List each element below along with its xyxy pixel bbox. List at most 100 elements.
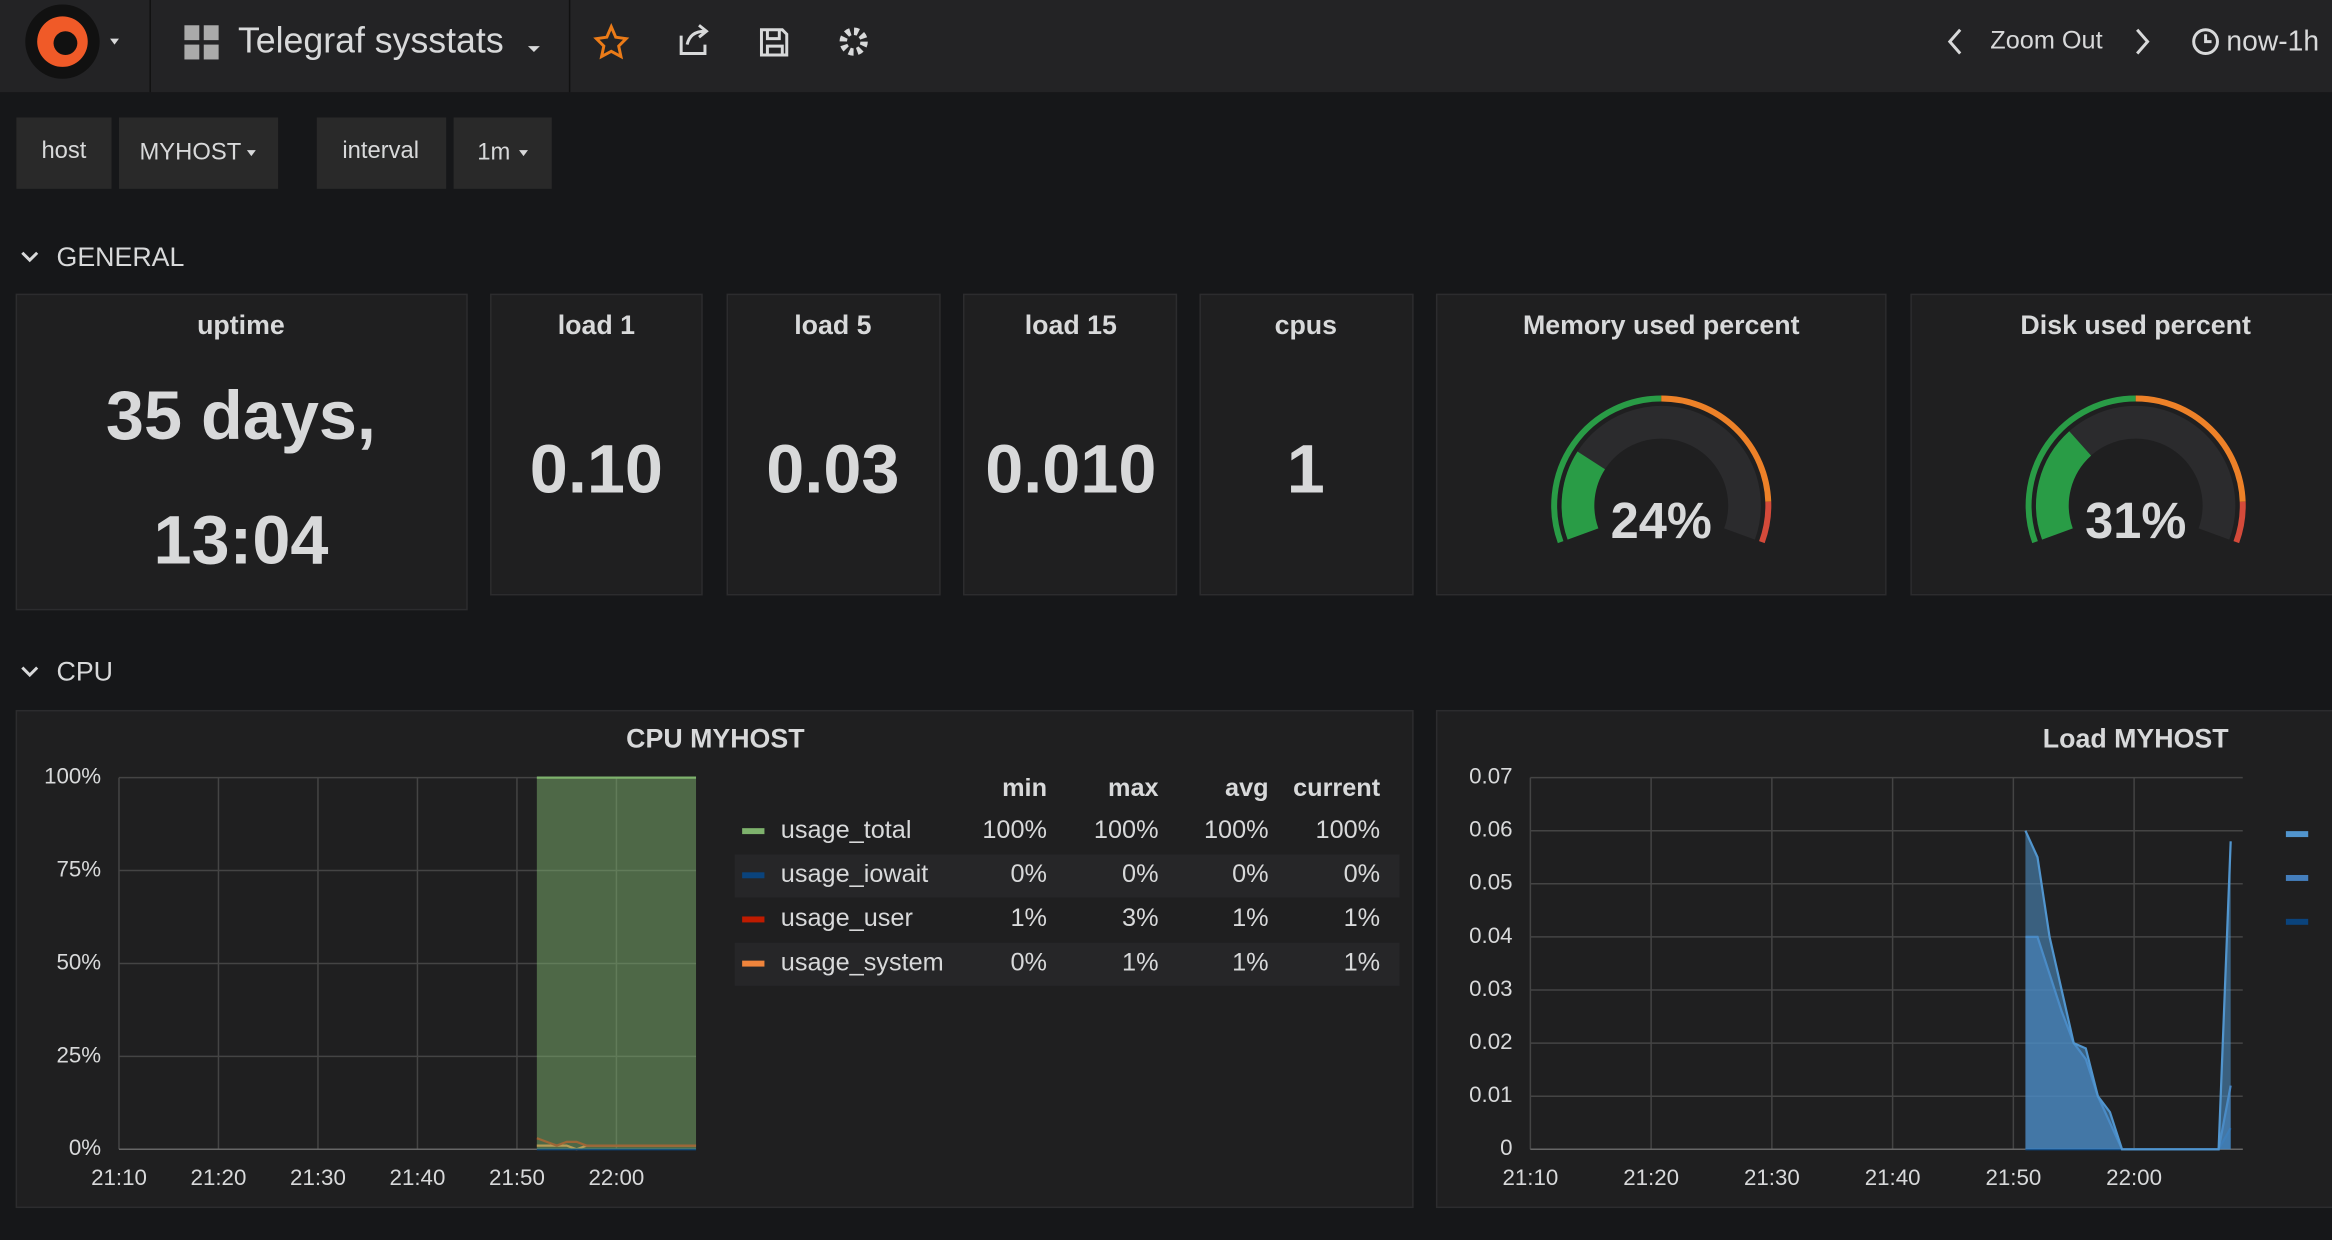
- dashboard-title[interactable]: Telegraf sysstats: [238, 21, 504, 61]
- x-tick-label: 21:30: [1744, 1165, 1800, 1190]
- legend-value: 0%: [1344, 860, 1381, 888]
- variable-dropdown[interactable]: [453, 117, 552, 189]
- graph-panel: [1435, 709, 2332, 1209]
- legend-value: 100%: [1316, 816, 1381, 844]
- caret[interactable]: [246, 150, 256, 157]
- settings-button[interactable]: [839, 27, 868, 56]
- y-tick-label: 0%: [69, 1135, 101, 1160]
- x-tick-label: 21:40: [390, 1165, 446, 1190]
- clock-hands[interactable]: [2204, 34, 2212, 44]
- stat-title: cpus: [1275, 310, 1337, 340]
- series-line: [2024, 830, 2232, 1151]
- y-tick-label: 100%: [44, 763, 101, 788]
- legend-swatch[interactable]: [2285, 874, 2309, 881]
- gauge-label: 24%: [1611, 492, 1712, 549]
- legend-name[interactable]: usage_iowait: [781, 860, 929, 888]
- stat-title: load 15: [1025, 310, 1117, 340]
- logo-eye[interactable]: [53, 31, 78, 56]
- variable-label: host: [41, 137, 86, 164]
- gauge-threshold: [1661, 395, 1772, 502]
- x-tick-label: 21:50: [489, 1165, 545, 1190]
- gauge-value: [1561, 451, 1606, 540]
- row-chevron[interactable]: [21, 666, 39, 678]
- grid-icon[interactable]: [184, 44, 200, 60]
- legend-header: max: [1108, 774, 1159, 802]
- caret[interactable]: [110, 38, 119, 45]
- y-tick-label: 0.02: [1469, 1029, 1512, 1054]
- legend-swatch[interactable]: [2285, 918, 2309, 925]
- stat-value: 1: [1287, 431, 1325, 507]
- legend-value: 100%: [1204, 816, 1269, 844]
- legend-row-bg: [734, 942, 1400, 986]
- stat-panel: [1199, 293, 1414, 596]
- y-tick-label: 0.04: [1469, 923, 1512, 948]
- gauge-threshold: [2135, 395, 2246, 502]
- grid-icon[interactable]: [203, 44, 219, 60]
- legend-swatch[interactable]: [742, 872, 765, 879]
- x-tick-label: 21:30: [290, 1165, 346, 1190]
- zoom-out[interactable]: Zoom Out: [1990, 26, 2102, 54]
- y-tick-label: 25%: [56, 1042, 101, 1067]
- legend-value: 1%: [1122, 948, 1159, 976]
- gauge-threshold: [1759, 501, 1772, 544]
- grid-icon[interactable]: [184, 25, 200, 41]
- y-tick-label: 0.01: [1469, 1082, 1512, 1107]
- stat-value: 0.10: [530, 431, 663, 507]
- legend-header: current: [1293, 774, 1381, 802]
- legend-value: 0%: [1232, 860, 1269, 888]
- grid-icon[interactable]: [203, 25, 219, 41]
- variable-value[interactable]: 1m: [477, 138, 510, 165]
- stat-value: 0.010: [985, 431, 1156, 507]
- time-range[interactable]: now-1h: [2226, 25, 2319, 57]
- stat-value: 35 days,: [106, 378, 376, 454]
- legend-value: 0%: [1010, 860, 1047, 888]
- legend-value: 0%: [1122, 860, 1159, 888]
- save-button[interactable]: [759, 28, 789, 57]
- variable-label: interval: [342, 137, 419, 164]
- dashboard-picker[interactable]: Telegraf sysstats: [184, 21, 540, 61]
- x-tick-label: 22:00: [589, 1165, 645, 1190]
- legend-swatch[interactable]: [2285, 831, 2309, 838]
- variable-value[interactable]: MYHOST: [139, 138, 241, 165]
- clock-icon[interactable]: [2192, 28, 2219, 56]
- caret[interactable]: [519, 150, 528, 157]
- gauge-threshold: [1551, 395, 1662, 544]
- x-tick-label: 21:10: [91, 1165, 147, 1190]
- series-area: [536, 777, 697, 1150]
- caret[interactable]: [527, 46, 540, 53]
- y-tick-label: 0: [1500, 1135, 1512, 1160]
- legend-value: 1%: [1010, 904, 1047, 932]
- legend-value: 0%: [1010, 948, 1047, 976]
- y-tick-label: 50%: [56, 949, 101, 974]
- row-title[interactable]: CPU: [57, 657, 113, 687]
- gear[interactable]: [839, 27, 868, 56]
- share-button[interactable]: [679, 24, 709, 56]
- star-button[interactable]: [593, 22, 630, 60]
- row-chevron[interactable]: [21, 251, 39, 263]
- legend-swatch[interactable]: [742, 916, 765, 923]
- legend-header: min: [1002, 774, 1047, 802]
- legend-swatch[interactable]: [742, 960, 765, 967]
- legend-name[interactable]: usage_total: [781, 816, 912, 844]
- gauge-title: Memory used percent: [1523, 310, 1800, 340]
- stat-panel: [962, 293, 1178, 596]
- gauge-threshold: [2233, 501, 2246, 544]
- row-title[interactable]: GENERAL: [57, 242, 185, 272]
- zoom-forward[interactable]: [2136, 28, 2150, 55]
- gauge-title: Disk used percent: [2020, 310, 2251, 340]
- gear-hole[interactable]: [849, 37, 859, 47]
- legend-value: 100%: [982, 816, 1047, 844]
- x-tick-label: 21:40: [1865, 1165, 1921, 1190]
- legend-name[interactable]: usage_user: [781, 904, 913, 932]
- zoom-back[interactable]: [1947, 28, 1962, 55]
- legend-value: 100%: [1094, 816, 1159, 844]
- legend-name[interactable]: usage_system: [781, 948, 944, 976]
- logo[interactable]: [25, 4, 119, 79]
- stat-value: 13:04: [153, 503, 328, 579]
- legend-swatch[interactable]: [742, 828, 765, 835]
- x-tick-label: 21:20: [1623, 1165, 1679, 1190]
- gauge-threshold: [2025, 395, 2136, 544]
- gauge-value: [2036, 431, 2092, 540]
